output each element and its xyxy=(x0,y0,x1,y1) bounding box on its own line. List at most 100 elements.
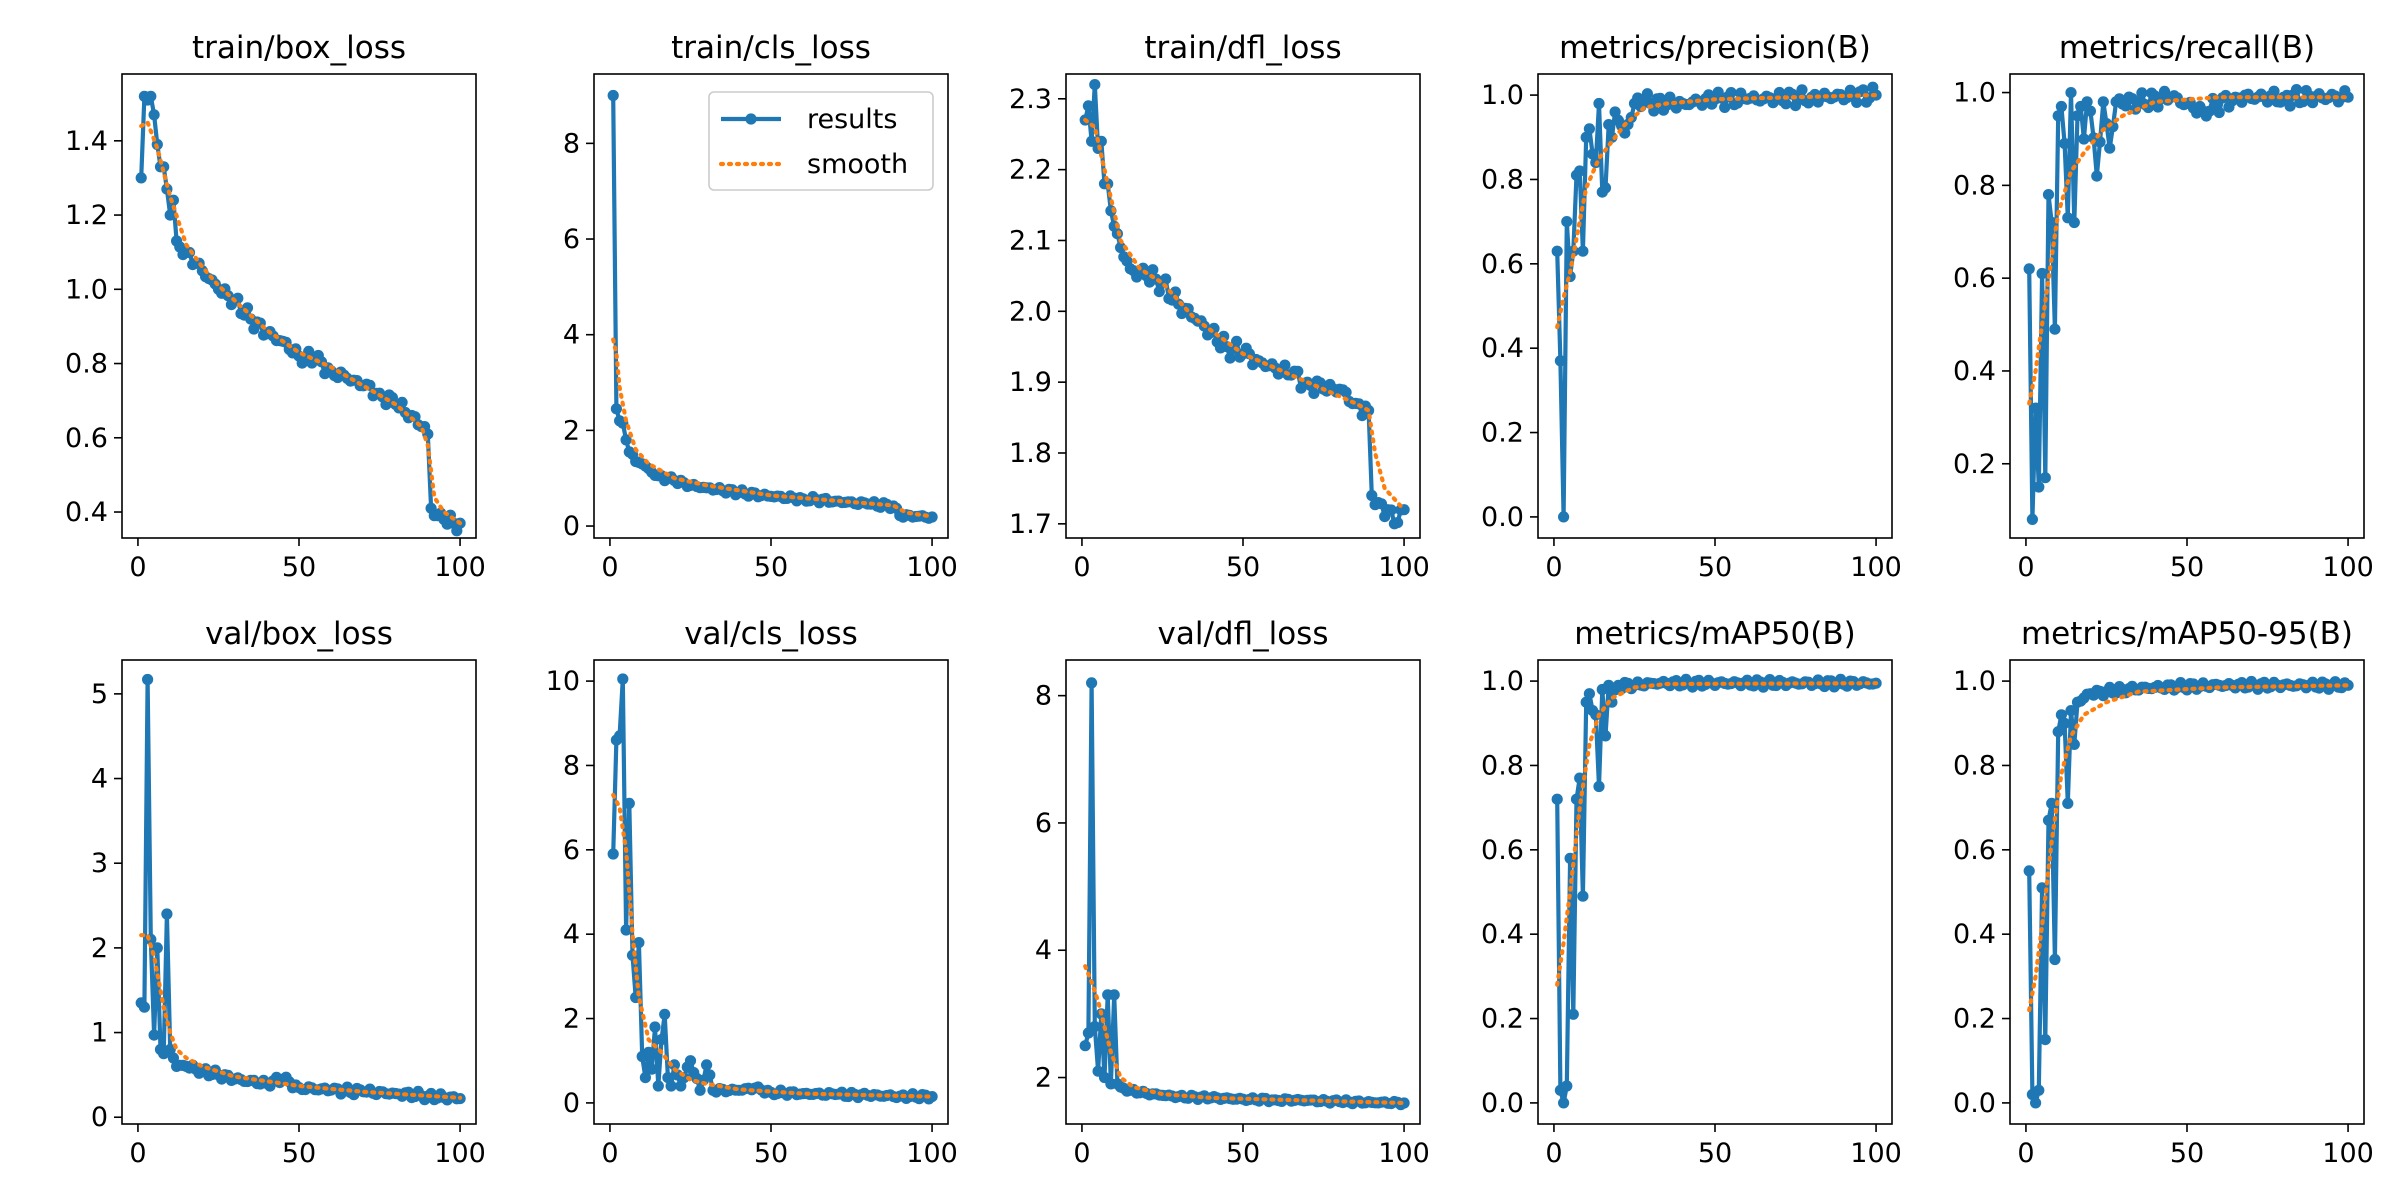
y-tick-label: 0 xyxy=(563,511,580,542)
subplot-1: train/cls_loss 0 50 100 0 2 4 6 8 results smooth xyxy=(563,30,958,583)
subplot-7: val/dfl_loss 0 50 100 2 4 6 8 xyxy=(1035,616,1430,1169)
results-point xyxy=(1583,688,1595,700)
legend-results-marker xyxy=(745,113,757,125)
x-tick-label: 100 xyxy=(2322,1138,2374,1169)
x-tick-label: 0 xyxy=(1073,552,1090,583)
smooth-line xyxy=(611,337,935,519)
results-point xyxy=(1561,1080,1573,1092)
results-point xyxy=(2071,110,2084,122)
subplot-0: train/box_loss 0 50 100 0.4 0.6 0.8 1.0 1.2 1.4 xyxy=(65,30,486,583)
y-tick-label: 0 xyxy=(563,1088,580,1119)
results-point xyxy=(164,209,176,221)
y-tick-label: 2.1 xyxy=(1009,225,1052,256)
x-tick-label: 100 xyxy=(434,1138,486,1169)
results-point xyxy=(1558,511,1570,523)
results-point xyxy=(2030,402,2042,414)
y-tick-label: 2.0 xyxy=(1009,296,1052,327)
y-tick-label: 0.2 xyxy=(1481,1004,1524,1035)
results-point xyxy=(643,1046,655,1058)
y-tick-label: 0.4 xyxy=(1953,356,1996,387)
results-point xyxy=(1554,355,1566,367)
plot-frame xyxy=(121,73,477,539)
y-tick-label: 3 xyxy=(91,848,108,879)
y-tick-label: 0.8 xyxy=(1481,164,1524,195)
results-point xyxy=(1086,135,1098,147)
results-point xyxy=(1392,517,1404,529)
results-point xyxy=(614,730,626,742)
results-point xyxy=(2120,100,2132,112)
x-tick-label: 0 xyxy=(2017,1138,2034,1169)
results-line xyxy=(139,677,461,1102)
y-tick-label: 0.8 xyxy=(1481,750,1524,781)
results-point xyxy=(684,1055,697,1067)
results-point xyxy=(2042,189,2055,201)
x-tick-label: 100 xyxy=(434,552,486,583)
results-point xyxy=(610,403,623,415)
results-point xyxy=(2023,263,2035,275)
subplot-title: metrics/precision(B) xyxy=(1559,30,1871,66)
results-point xyxy=(1231,335,1243,347)
results-point xyxy=(704,1069,716,1081)
results-point xyxy=(167,1052,179,1064)
results-point xyxy=(620,924,632,936)
subplot-title: val/cls_loss xyxy=(684,616,858,652)
y-tick-label: 2 xyxy=(563,415,580,446)
x-tick-label: 100 xyxy=(906,552,958,583)
legend-box xyxy=(708,91,934,191)
results-point xyxy=(2033,481,2045,493)
y-tick-label: 0.0 xyxy=(1481,1088,1524,1119)
results-point xyxy=(1292,365,1304,377)
results-point xyxy=(2049,953,2061,966)
results-point xyxy=(1796,84,1808,96)
results-point xyxy=(2026,513,2038,526)
y-tick-label: 2 xyxy=(1035,1063,1052,1094)
x-tick-label: 100 xyxy=(1850,1138,1902,1169)
results-point xyxy=(2059,717,2071,729)
results-point xyxy=(1340,386,1352,398)
results-point xyxy=(148,1029,160,1041)
results-point xyxy=(2065,87,2077,99)
results-point xyxy=(633,937,645,949)
y-tick-label: 1 xyxy=(91,1018,108,1049)
y-tick-label: 0 xyxy=(91,1102,108,1133)
results-point xyxy=(2052,726,2064,738)
results-point xyxy=(1641,88,1653,100)
y-tick-label: 0.6 xyxy=(1481,835,1524,866)
x-tick-label: 100 xyxy=(906,1138,958,1169)
results-line xyxy=(1555,677,1877,1105)
y-tick-label: 0.0 xyxy=(1481,502,1524,533)
results-point xyxy=(1089,1021,1101,1033)
results-point xyxy=(2213,106,2225,119)
results-point xyxy=(2094,136,2106,148)
y-tick-label: 6 xyxy=(1035,808,1052,839)
results-point xyxy=(1574,772,1586,784)
smooth-line xyxy=(139,933,463,1100)
results-point xyxy=(665,1080,677,1092)
results-point xyxy=(2084,105,2096,117)
x-tick-label: 0 xyxy=(129,1138,146,1169)
results-point xyxy=(161,908,173,920)
results-point xyxy=(1086,677,1098,689)
x-tick-label: 100 xyxy=(1378,552,1430,583)
results-point xyxy=(1082,100,1094,112)
results-point xyxy=(1279,359,1291,371)
subplot-6: val/cls_loss 0 50 100 0 2 4 6 8 10 xyxy=(546,616,958,1169)
y-tick-label: 0.2 xyxy=(1481,418,1524,449)
y-tick-label: 2.3 xyxy=(1009,84,1052,115)
results-point xyxy=(2081,96,2093,108)
x-tick-label: 50 xyxy=(754,552,788,583)
results-point xyxy=(1079,1040,1091,1052)
results-point xyxy=(2023,865,2035,877)
results-point xyxy=(1551,245,1563,257)
y-tick-label: 0.4 xyxy=(65,497,108,528)
results-line xyxy=(2027,87,2350,522)
y-tick-label: 4 xyxy=(563,320,580,351)
subplot-title: train/box_loss xyxy=(192,30,406,66)
y-tick-label: 0.6 xyxy=(1481,249,1524,280)
plot-frame xyxy=(1065,659,1421,1125)
y-tick-label: 1.0 xyxy=(1953,78,1996,109)
y-tick-label: 0.4 xyxy=(1481,333,1524,364)
y-tick-label: 8 xyxy=(563,750,580,781)
results-point xyxy=(1366,489,1378,502)
